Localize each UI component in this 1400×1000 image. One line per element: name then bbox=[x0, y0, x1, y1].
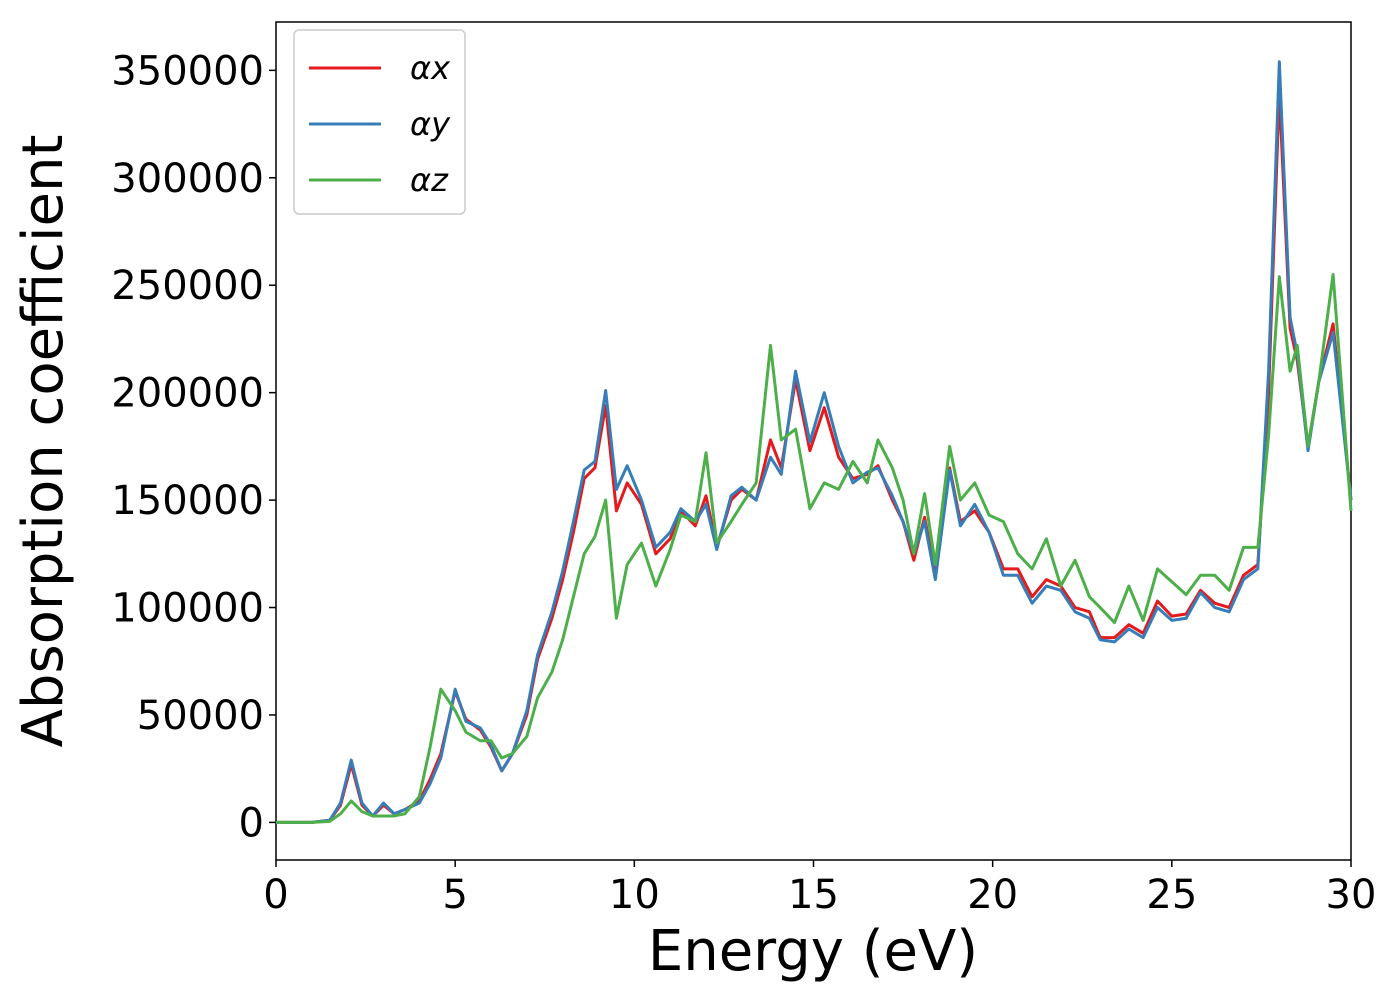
legend-label: αz bbox=[410, 161, 449, 199]
x-tick-label: 25 bbox=[1146, 872, 1197, 918]
x-axis-label: Energy (eV) bbox=[648, 919, 978, 984]
x-tick-label: 10 bbox=[609, 872, 660, 918]
x-tick-label: 5 bbox=[442, 872, 467, 918]
y-tick-label: 350000 bbox=[111, 48, 264, 94]
y-tick-label: 150000 bbox=[111, 478, 264, 524]
y-tick-label: 200000 bbox=[111, 371, 264, 417]
y-tick-label: 0 bbox=[239, 800, 264, 846]
x-tick-label: 20 bbox=[967, 872, 1018, 918]
y-tick-label: 50000 bbox=[137, 693, 264, 739]
series-line bbox=[276, 272, 1353, 824]
y-tick-label: 250000 bbox=[111, 263, 264, 309]
legend-box bbox=[293, 29, 466, 215]
y-axis-label: Absorption coefficient bbox=[11, 135, 76, 748]
x-tick-label: 30 bbox=[1326, 872, 1377, 918]
y-tick-label: 100000 bbox=[111, 586, 264, 632]
legend-label: αy bbox=[410, 105, 451, 143]
legend-label: αx bbox=[410, 49, 451, 87]
y-tick-label: 300000 bbox=[111, 156, 264, 202]
series-line bbox=[276, 60, 1353, 824]
x-tick-label: 0 bbox=[263, 872, 288, 918]
x-tick-label: 15 bbox=[788, 872, 839, 918]
